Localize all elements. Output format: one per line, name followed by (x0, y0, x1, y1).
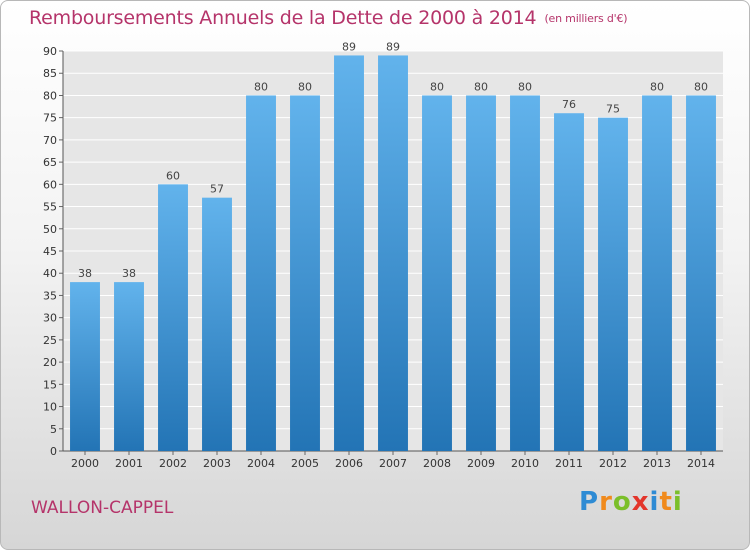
logo-letter: r (599, 487, 613, 517)
data-label: 38 (122, 267, 136, 280)
chart-title-text: Remboursements Annuels de la Dette de 20… (29, 7, 537, 29)
logo-letter: x (631, 487, 650, 517)
data-label: 57 (210, 183, 224, 196)
bar (554, 113, 584, 451)
x-tick-label: 2004 (247, 457, 275, 470)
x-tick-label: 2002 (159, 457, 187, 470)
x-tick-label: 2003 (203, 457, 231, 470)
chart-title: Remboursements Annuels de la Dette de 20… (29, 7, 628, 29)
x-tick-label: 2012 (599, 457, 627, 470)
x-tick-label: 2005 (291, 457, 319, 470)
bar (510, 95, 540, 451)
y-tick-label: 5 (50, 423, 57, 436)
data-label: 76 (562, 98, 576, 111)
y-tick-label: 20 (43, 356, 57, 369)
data-label: 89 (342, 40, 356, 53)
y-tick-label: 90 (43, 45, 57, 58)
x-tick-label: 2013 (643, 457, 671, 470)
x-tick-label: 2009 (467, 457, 495, 470)
bar (334, 55, 364, 451)
bar (114, 282, 144, 451)
bar (202, 197, 232, 451)
data-label: 80 (650, 80, 664, 93)
y-tick-label: 25 (43, 334, 57, 347)
bar (422, 95, 452, 451)
y-tick-label: 60 (43, 178, 57, 191)
data-label: 60 (166, 169, 180, 182)
x-tick-label: 2011 (555, 457, 583, 470)
bar (70, 282, 100, 451)
bar (378, 55, 408, 451)
x-tick-label: 2000 (71, 457, 99, 470)
x-tick-label: 2010 (511, 457, 539, 470)
data-label: 75 (606, 103, 620, 116)
y-tick-label: 40 (43, 267, 57, 280)
data-label: 38 (78, 267, 92, 280)
y-tick-label: 35 (43, 289, 57, 302)
y-tick-label: 50 (43, 223, 57, 236)
unit-note: (en milliers d'€) (544, 12, 628, 25)
y-tick-label: 15 (43, 378, 57, 391)
bar (246, 95, 276, 451)
y-tick-label: 85 (43, 67, 57, 80)
data-label: 80 (694, 80, 708, 93)
x-tick-label: 2014 (687, 457, 715, 470)
commune-name: WALLON-CAPPEL (31, 498, 174, 518)
bar (290, 95, 320, 451)
data-label: 80 (298, 80, 312, 93)
logo-letter: t (659, 487, 673, 517)
data-label: 89 (386, 40, 400, 53)
data-label: 80 (518, 80, 532, 93)
y-tick-label: 10 (43, 401, 57, 414)
y-tick-label: 0 (50, 445, 57, 458)
y-tick-label: 70 (43, 134, 57, 147)
bar (642, 95, 672, 451)
x-tick-label: 2007 (379, 457, 407, 470)
y-tick-label: 80 (43, 89, 57, 102)
data-label: 80 (430, 80, 444, 93)
bar (598, 117, 628, 452)
logo-letter: i (649, 487, 660, 517)
proxiti-logo: Proxiti (579, 487, 683, 517)
bar (466, 95, 496, 451)
y-tick-label: 65 (43, 156, 57, 169)
logo-letter: i (672, 487, 683, 517)
data-label: 80 (474, 80, 488, 93)
bar (158, 184, 188, 452)
logo-letter: P (579, 487, 600, 517)
x-tick-label: 2008 (423, 457, 451, 470)
y-tick-label: 45 (43, 245, 57, 258)
y-tick-label: 55 (43, 201, 57, 214)
data-label: 80 (254, 80, 268, 93)
logo-letter: o (612, 487, 632, 517)
x-tick-label: 2006 (335, 457, 363, 470)
y-tick-label: 75 (43, 112, 57, 125)
bar (686, 95, 716, 451)
y-tick-label: 30 (43, 312, 57, 325)
x-tick-label: 2001 (115, 457, 143, 470)
